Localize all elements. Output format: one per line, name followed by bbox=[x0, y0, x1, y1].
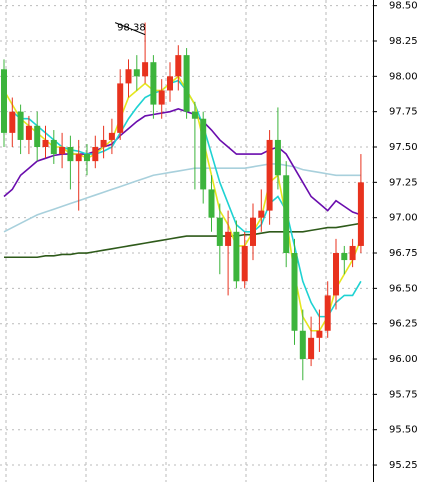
y-tick-label: 97.75 bbox=[389, 107, 418, 118]
candle-body bbox=[200, 118, 207, 190]
candle-body bbox=[42, 139, 49, 148]
candle-body bbox=[208, 189, 215, 218]
high-marker bbox=[114, 22, 146, 36]
y-tick-label: 97.50 bbox=[389, 142, 418, 153]
candle-body bbox=[266, 139, 273, 211]
candle-body bbox=[216, 217, 223, 246]
candle-body bbox=[100, 139, 107, 148]
y-tick-label: 97.25 bbox=[389, 177, 418, 188]
candle-body bbox=[241, 245, 248, 282]
candle-body bbox=[117, 83, 124, 133]
y-tick-label: 98.25 bbox=[389, 36, 418, 47]
candle-body bbox=[50, 139, 57, 155]
candle-body bbox=[108, 132, 115, 140]
candle-body bbox=[67, 147, 74, 162]
candle-body bbox=[357, 182, 364, 246]
y-tick-label: 96.00 bbox=[389, 354, 418, 365]
candle-body bbox=[17, 111, 24, 140]
candle-body bbox=[291, 253, 298, 331]
candle-body bbox=[316, 330, 323, 338]
y-tick-label: 95.25 bbox=[389, 460, 418, 471]
candle-body bbox=[299, 330, 306, 360]
candle-body bbox=[133, 69, 140, 77]
candle-body bbox=[59, 147, 66, 155]
y-tick-label: 95.50 bbox=[389, 425, 418, 436]
candle-body bbox=[175, 55, 182, 77]
moving-average-line bbox=[3, 163, 361, 233]
y-tick-label: 96.50 bbox=[389, 283, 418, 294]
candle-body bbox=[183, 55, 190, 112]
candle-body bbox=[167, 76, 173, 91]
candle-body bbox=[125, 69, 132, 84]
y-tick-label: 95.75 bbox=[389, 389, 418, 400]
candle-body bbox=[92, 147, 99, 162]
candle-body bbox=[150, 62, 157, 105]
candle-body bbox=[34, 125, 41, 148]
candle-body bbox=[250, 217, 256, 246]
candle-body bbox=[308, 337, 315, 360]
y-tick-label: 98.00 bbox=[389, 71, 418, 82]
candle-body bbox=[142, 62, 149, 77]
candle-body bbox=[333, 253, 339, 296]
candle-body bbox=[324, 295, 331, 331]
candle-body bbox=[1, 69, 7, 133]
y-tick-label: 96.75 bbox=[389, 248, 418, 259]
candle-body bbox=[274, 139, 281, 176]
candle-body bbox=[258, 210, 265, 218]
candle-body bbox=[349, 245, 356, 261]
candle-body bbox=[233, 231, 240, 282]
y-tick-label: 96.25 bbox=[389, 319, 418, 330]
candle-body bbox=[9, 111, 16, 133]
candle-body bbox=[84, 154, 90, 162]
candle-body bbox=[283, 175, 290, 254]
y-tick-label: 97.00 bbox=[389, 213, 418, 224]
candle-body bbox=[341, 253, 348, 261]
candle-body bbox=[25, 125, 32, 140]
candle-body bbox=[75, 154, 82, 162]
high-label: 98.38 bbox=[117, 23, 146, 34]
y-tick-label: 98.50 bbox=[389, 1, 418, 12]
candle-body bbox=[225, 231, 232, 246]
moving-average-line bbox=[4, 222, 362, 259]
candle-body bbox=[191, 111, 198, 119]
candle-body bbox=[158, 90, 165, 105]
